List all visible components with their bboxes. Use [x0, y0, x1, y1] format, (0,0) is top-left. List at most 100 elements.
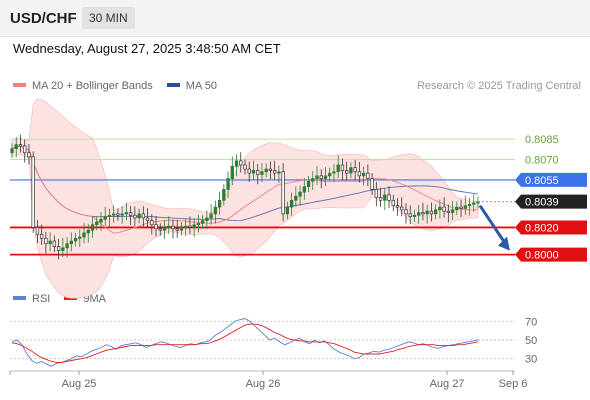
- candle-body: [285, 206, 290, 215]
- candle: [387, 186, 391, 208]
- candle: [272, 160, 277, 180]
- candle: [345, 161, 349, 181]
- candle: [217, 191, 222, 215]
- candle: [112, 205, 116, 223]
- candle-body: [306, 180, 311, 188]
- candle: [446, 204, 451, 223]
- candle: [395, 198, 400, 216]
- candle-body: [56, 246, 61, 251]
- candle-body: [154, 224, 158, 230]
- candle: [137, 208, 141, 224]
- candle: [298, 185, 302, 206]
- candle: [323, 167, 328, 187]
- candle: [124, 202, 129, 221]
- candle-body: [425, 210, 429, 215]
- rsi-tick-30: 30: [525, 354, 537, 366]
- candle-body: [281, 171, 285, 215]
- candle: [336, 155, 340, 179]
- candle: [44, 231, 48, 254]
- candle-body: [44, 237, 48, 245]
- candle-body: [395, 205, 400, 208]
- candle: [171, 219, 175, 239]
- legend-label-9ma: 9MA: [83, 293, 106, 305]
- candle: [209, 204, 213, 225]
- candle: [226, 170, 230, 199]
- candle: [357, 161, 362, 183]
- candle: [23, 139, 27, 163]
- candle: [73, 232, 78, 247]
- candle-body: [374, 189, 378, 198]
- level-label-0.8039: 0.8039: [525, 197, 559, 209]
- candle-body: [260, 171, 264, 175]
- candle-body: [137, 213, 141, 219]
- candle-body: [455, 206, 459, 211]
- candle: [366, 164, 370, 187]
- candle-body: [277, 171, 281, 174]
- candle: [162, 219, 167, 239]
- candle: [69, 232, 73, 252]
- time-label-Aug-27: Aug 27: [430, 378, 465, 390]
- candle: [378, 187, 383, 207]
- candle-body: [366, 172, 370, 179]
- timestamp: Wednesday, August 27, 2025 3:48:50 AM CE…: [13, 41, 281, 56]
- candle-body: [467, 204, 472, 207]
- forecast-arrow-head: [498, 236, 510, 251]
- candle: [467, 197, 472, 216]
- candle-body: [459, 206, 463, 209]
- candle-body: [234, 160, 239, 167]
- candle-body: [336, 164, 340, 173]
- candle: [289, 192, 294, 216]
- legend-label-rsi: RSI: [32, 293, 51, 305]
- level-tag-0.8039: [515, 194, 587, 209]
- candle: [145, 208, 150, 228]
- level-tag-0.8020: [515, 220, 587, 235]
- candle-body: [171, 225, 175, 230]
- candle-body: [446, 210, 451, 213]
- candle-body: [421, 212, 425, 215]
- candle-body: [353, 167, 357, 173]
- candle-body: [145, 217, 150, 222]
- candle-body: [345, 170, 349, 174]
- candle-body: [73, 237, 78, 242]
- candle-body: [239, 160, 243, 166]
- timeframe-badge[interactable]: 30 MIN: [82, 7, 135, 29]
- candle: [196, 214, 201, 233]
- candle: [239, 152, 243, 173]
- candle-body: [61, 247, 65, 251]
- candle: [433, 204, 438, 220]
- level-tag-0.8055: [515, 172, 587, 187]
- candle: [370, 173, 374, 195]
- candle: [311, 170, 315, 190]
- candle: [65, 237, 69, 258]
- candle: [27, 144, 31, 165]
- candle: [256, 163, 260, 185]
- candle-body: [328, 172, 332, 177]
- candle-body: [162, 227, 167, 231]
- candle-body: [272, 170, 277, 174]
- candle: [103, 206, 107, 226]
- candle: [78, 229, 82, 248]
- candle-body: [349, 167, 353, 174]
- candle-body: [78, 236, 82, 239]
- candle-body: [103, 216, 107, 220]
- candle: [188, 216, 192, 234]
- candle: [56, 238, 61, 260]
- candle-body: [10, 148, 14, 154]
- candle: [353, 160, 357, 181]
- candle-body: [205, 217, 209, 222]
- candle: [408, 205, 412, 225]
- candle: [205, 210, 209, 230]
- candle-body: [361, 172, 366, 177]
- candle: [277, 165, 281, 183]
- candle: [459, 199, 463, 218]
- candle: [90, 216, 95, 238]
- candle-body: [18, 144, 23, 147]
- candle-body: [472, 202, 476, 205]
- candle: [167, 216, 171, 234]
- candle: [421, 202, 425, 221]
- candle-body: [167, 225, 171, 228]
- candle: [383, 188, 387, 211]
- candle: [35, 219, 40, 243]
- candle-body: [226, 178, 230, 190]
